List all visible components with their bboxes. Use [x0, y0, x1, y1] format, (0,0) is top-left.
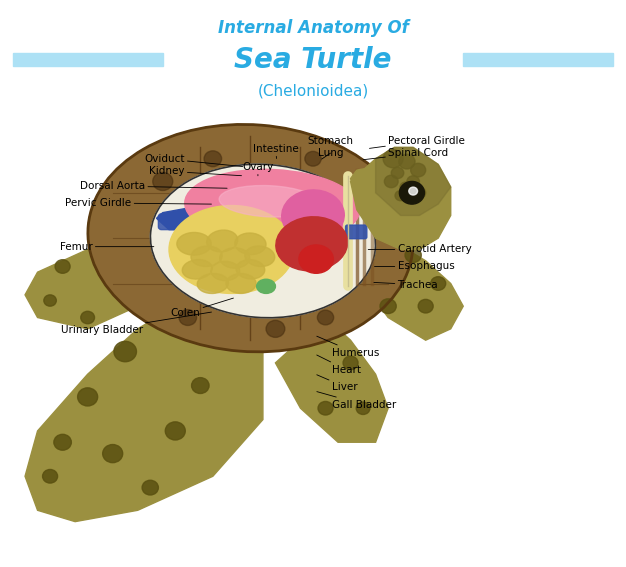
- Polygon shape: [351, 167, 376, 188]
- Circle shape: [317, 310, 334, 325]
- Polygon shape: [25, 249, 188, 329]
- Circle shape: [395, 191, 406, 201]
- Ellipse shape: [169, 205, 294, 294]
- Ellipse shape: [257, 279, 275, 294]
- Ellipse shape: [182, 260, 212, 279]
- Circle shape: [418, 299, 433, 313]
- Ellipse shape: [191, 246, 222, 266]
- Text: Ovary: Ovary: [242, 162, 274, 176]
- Text: Esophagus: Esophagus: [374, 261, 454, 272]
- Ellipse shape: [282, 190, 344, 241]
- Ellipse shape: [276, 217, 347, 271]
- Ellipse shape: [150, 164, 376, 318]
- Circle shape: [405, 248, 421, 263]
- Bar: [13, 53, 163, 66]
- Circle shape: [266, 320, 285, 337]
- Circle shape: [407, 176, 419, 187]
- Ellipse shape: [207, 230, 238, 252]
- Circle shape: [380, 299, 396, 314]
- Circle shape: [165, 422, 185, 440]
- Circle shape: [44, 295, 56, 306]
- Ellipse shape: [88, 124, 413, 352]
- Circle shape: [81, 311, 95, 324]
- Circle shape: [318, 401, 333, 415]
- Polygon shape: [351, 227, 463, 340]
- Ellipse shape: [177, 232, 212, 255]
- Circle shape: [192, 378, 209, 393]
- Text: Spinal Cord: Spinal Cord: [363, 148, 448, 160]
- Circle shape: [179, 310, 197, 325]
- Text: Heart: Heart: [317, 355, 361, 375]
- Text: (Chelonioidea): (Chelonioidea): [257, 83, 369, 98]
- Text: Pervic Girdle: Pervic Girdle: [65, 198, 212, 208]
- Ellipse shape: [197, 273, 228, 294]
- Ellipse shape: [245, 246, 275, 266]
- Text: Oviduct: Oviduct: [144, 154, 243, 167]
- Circle shape: [411, 163, 426, 177]
- Text: Stomach: Stomach: [307, 136, 354, 149]
- Circle shape: [78, 388, 98, 406]
- Circle shape: [399, 154, 415, 169]
- Ellipse shape: [235, 233, 266, 255]
- FancyBboxPatch shape: [346, 225, 367, 239]
- Text: Trachea: Trachea: [374, 280, 438, 290]
- Bar: [463, 53, 613, 66]
- Circle shape: [383, 150, 403, 168]
- Circle shape: [55, 260, 70, 273]
- Text: Internal Anatomy Of: Internal Anatomy Of: [218, 19, 408, 37]
- Circle shape: [356, 402, 370, 414]
- Text: Gall Bladder: Gall Bladder: [317, 392, 396, 410]
- Circle shape: [391, 167, 404, 179]
- Circle shape: [399, 181, 424, 204]
- Text: Intestine: Intestine: [252, 143, 299, 159]
- Polygon shape: [376, 147, 451, 215]
- Text: Carotid Artery: Carotid Artery: [368, 244, 471, 255]
- Circle shape: [431, 277, 446, 290]
- Text: Dorsal Aorta: Dorsal Aorta: [80, 181, 227, 191]
- Circle shape: [43, 469, 58, 483]
- Ellipse shape: [211, 261, 240, 281]
- Text: Kidney: Kidney: [149, 166, 242, 176]
- Text: Pectoral Girdle: Pectoral Girdle: [369, 136, 465, 149]
- Ellipse shape: [219, 185, 319, 217]
- Circle shape: [384, 175, 398, 188]
- FancyBboxPatch shape: [158, 214, 208, 230]
- Circle shape: [54, 434, 71, 450]
- Ellipse shape: [236, 260, 265, 279]
- Circle shape: [142, 480, 158, 495]
- Text: Humerus: Humerus: [317, 336, 379, 358]
- Ellipse shape: [185, 170, 360, 243]
- Circle shape: [413, 187, 426, 198]
- Circle shape: [114, 341, 136, 362]
- Polygon shape: [25, 306, 263, 522]
- Ellipse shape: [220, 248, 250, 268]
- Circle shape: [204, 151, 222, 167]
- Circle shape: [305, 151, 321, 166]
- Polygon shape: [156, 207, 207, 230]
- Circle shape: [409, 187, 418, 195]
- Polygon shape: [351, 147, 451, 249]
- Text: Liver: Liver: [317, 375, 357, 392]
- Circle shape: [153, 172, 173, 191]
- Circle shape: [400, 182, 411, 192]
- Text: Lung: Lung: [318, 148, 343, 159]
- Text: Femur: Femur: [60, 242, 154, 252]
- Ellipse shape: [226, 274, 256, 294]
- Text: Sea Turtle: Sea Turtle: [234, 45, 392, 74]
- Polygon shape: [275, 318, 388, 442]
- Circle shape: [343, 356, 358, 370]
- Circle shape: [103, 445, 123, 463]
- Text: Urinary Bladder: Urinary Bladder: [61, 312, 212, 335]
- Text: Colen: Colen: [170, 298, 233, 318]
- Ellipse shape: [299, 245, 333, 273]
